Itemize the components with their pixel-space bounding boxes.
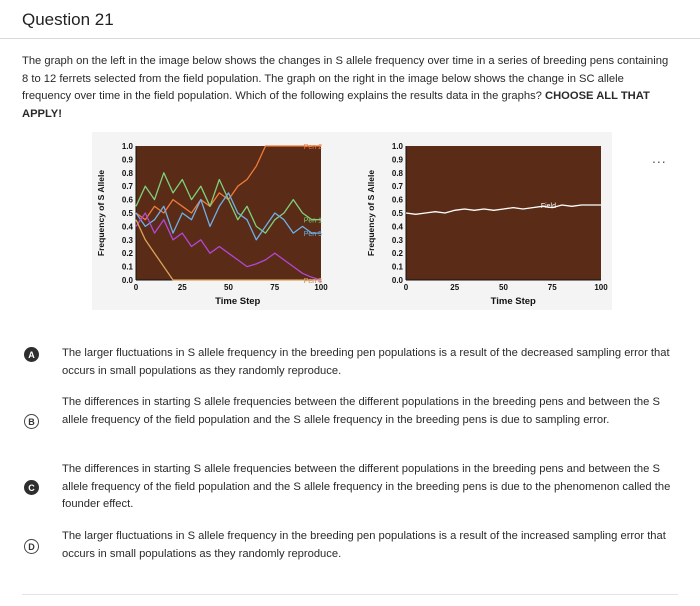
chart-1-x-axis-title: Time Step [215, 296, 260, 307]
option-d-badge[interactable]: D [24, 539, 39, 554]
chart-1-y-tick-label: 0.2 [122, 249, 134, 258]
chart-2-x-tick-label: 50 [499, 283, 508, 292]
series-label-field: Field [541, 203, 556, 210]
option-a-badge[interactable]: A [24, 347, 39, 362]
chart-1-x-tick-label: 0 [134, 283, 139, 292]
chart-2-x-tick-label: 25 [450, 283, 459, 292]
chart-2-y-tick-label: 0.8 [392, 169, 404, 178]
chart-1-y-tick-label: 0.1 [122, 263, 134, 272]
series-label-pen-3: Pen 3 [304, 278, 322, 285]
chart-1-y-tick-label: 0.8 [122, 169, 134, 178]
option-a[interactable]: A The larger fluctuations in S allele fr… [24, 345, 674, 381]
chart-2-y-tick-label: 0.1 [392, 263, 404, 272]
chart-2-y-axis-title: Frequency of S Allele [366, 170, 376, 256]
chart-2-x-axis-title: Time Step [491, 296, 536, 307]
question-text-instruction: CHOOSE ALL THAT APPLY! [22, 90, 650, 120]
option-c-text[interactable]: The differences in starting S allele fre… [62, 463, 671, 510]
chart-1-x-tick-label: 100 [314, 283, 328, 292]
series-label-pen-4: Pen 4 [304, 278, 322, 285]
chart-1-y-tick-label: 0.9 [122, 155, 134, 164]
chart-2-y-tick-label: 0.5 [392, 209, 404, 218]
chart-1-x-tick-label: 75 [270, 283, 279, 292]
series-line-pen-1 [135, 172, 321, 234]
option-b-text[interactable]: The differences in starting S allele fre… [62, 396, 660, 426]
series-line-pen-3 [135, 219, 321, 281]
question-text-main: The graph on the left in the image below… [22, 55, 669, 102]
chart-1-y-tick-label: 0.7 [122, 182, 134, 191]
option-d[interactable]: D The larger fluctuations in S allele fr… [24, 528, 674, 564]
chart-1-y-tick-label: 1.0 [122, 142, 134, 151]
series-line-field [405, 204, 601, 215]
chart-1-x-tick-label: 25 [178, 283, 187, 292]
chart-1-y-tick-label: 0.0 [122, 276, 134, 285]
option-d-text[interactable]: The larger fluctuations in S allele freq… [62, 530, 666, 560]
chart-1-x-tick-label: 50 [224, 283, 233, 292]
chart-2-x-tick-label: 0 [404, 283, 409, 292]
chart-2-x-tick-label: 100 [594, 283, 608, 292]
question-text: The graph on the left in the image below… [22, 53, 672, 123]
graphs-svg: 0.0 0.1 0.2 0.3 0.4 0.5 0.6 0.7 0.8 0.9 1.0 0 25 50 75… [96, 142, 608, 307]
more-options-icon[interactable]: ... [652, 150, 667, 166]
series-label-pen-1: Pen 1 [304, 218, 322, 225]
chart-2-y-tick-label: 0.9 [392, 155, 404, 164]
chart-2-y-tick-label: 0.7 [392, 182, 404, 191]
option-b-badge[interactable]: B [24, 414, 39, 429]
series-line-pen-5 [135, 192, 321, 241]
bottom-divider [22, 594, 678, 595]
chart-1-y-tick-label: 0.5 [122, 209, 134, 218]
graphs-figure: 0.0 0.1 0.2 0.3 0.4 0.5 0.6 0.7 0.8 0.9 1.0 0 25 50 75… [92, 132, 612, 310]
chart-1-y-tick-label: 0.6 [122, 196, 134, 205]
series-line-pen-4 [135, 212, 322, 281]
series-label-pen-5: Pen 5 [304, 231, 322, 238]
chart-2-y-tick-label: 0.4 [392, 222, 404, 231]
chart-1-plot-area [136, 146, 321, 280]
chart-2-plot-area [406, 146, 601, 280]
option-a-text[interactable]: The larger fluctuations in S allele freq… [62, 347, 670, 377]
question-title: Question 21 [22, 10, 114, 29]
chart-2-y-tick-label: 0.0 [392, 276, 404, 285]
chart-1-y-axis-title: Frequency of S Allele [96, 170, 106, 256]
chart-2-x-tick-label: 75 [548, 283, 557, 292]
chart-1-y-tick-label: 0.4 [122, 222, 134, 231]
chart-2-y-tick-label: 0.2 [392, 249, 404, 258]
chart-2-y-tick-label: 0.3 [392, 236, 404, 245]
series-label-pen-2: Pen 2 [304, 144, 322, 151]
chart-2-y-tick-label: 1.0 [392, 142, 404, 151]
option-b[interactable]: B The differences in starting S allele f… [24, 394, 674, 448]
chart-2-y-tick-label: 0.6 [392, 196, 404, 205]
option-c-badge[interactable]: C [24, 480, 39, 495]
option-c[interactable]: C The differences in starting S allele f… [24, 461, 674, 515]
chart-1-y-tick-label: 0.3 [122, 236, 134, 245]
title-divider [0, 38, 700, 39]
